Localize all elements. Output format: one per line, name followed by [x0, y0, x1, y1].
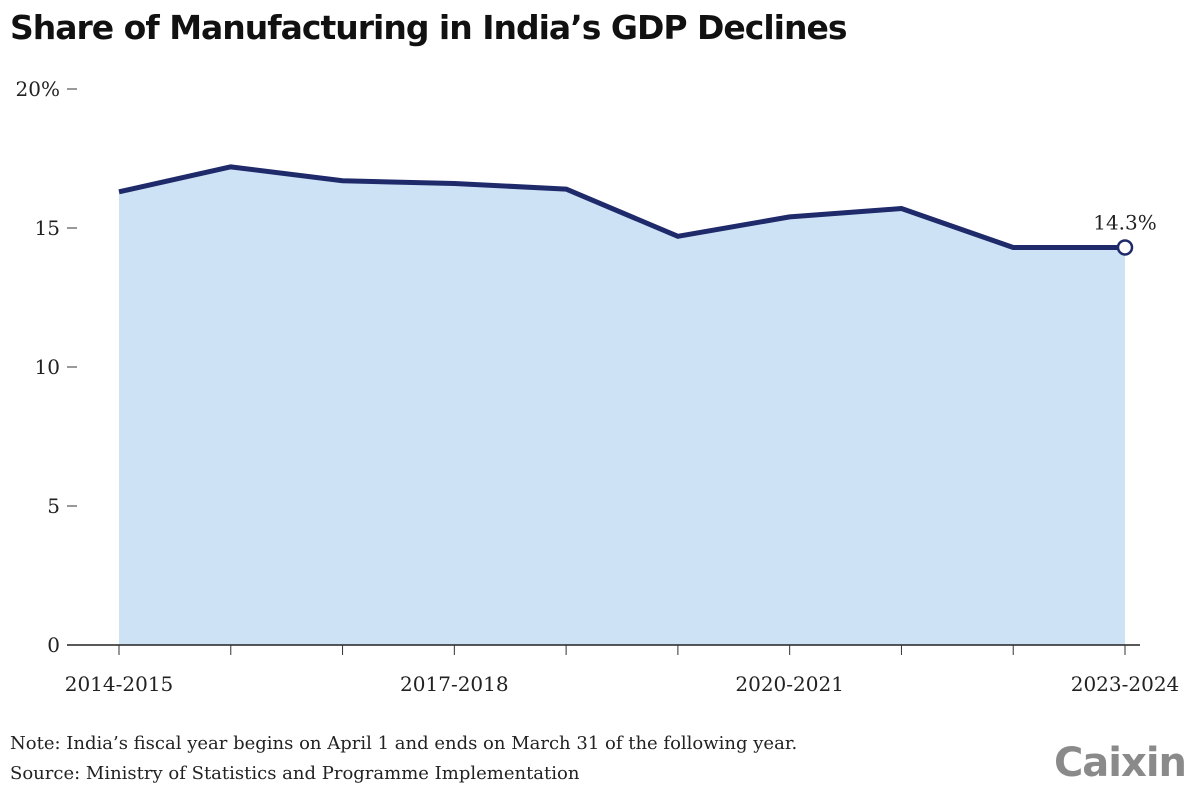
- x-tick-label: 2023-2024: [1071, 672, 1180, 696]
- y-tick-label: 15: [35, 216, 60, 240]
- y-tick-label: 5: [47, 494, 60, 518]
- y-tick-label: 20%: [16, 77, 60, 101]
- source-text: Source: Ministry of Statistics and Progr…: [10, 763, 580, 784]
- area-fill: [119, 166, 1125, 645]
- x-tick-label: 2014-2015: [65, 672, 174, 696]
- chart-title: Share of Manufacturing in India’s GDP De…: [10, 8, 847, 47]
- chart-area: 0 5 10 15 20% 2014-2015 2017-2018 2020-2021 2023…: [16, 77, 1180, 696]
- caixin-logo: Caixin: [1053, 740, 1187, 786]
- last-point-marker: [1116, 239, 1134, 256]
- y-tick-label: 0: [47, 633, 60, 657]
- note-text: Note: India’s fiscal year begins on Apri…: [10, 733, 798, 754]
- value-annotation: 14.3%: [1093, 210, 1157, 234]
- y-tick-label: 10: [35, 355, 60, 379]
- series-line: [118, 164, 1125, 250]
- x-tick-label: 2020-2021: [735, 672, 844, 696]
- x-tick-label: 2017-2018: [400, 672, 509, 696]
